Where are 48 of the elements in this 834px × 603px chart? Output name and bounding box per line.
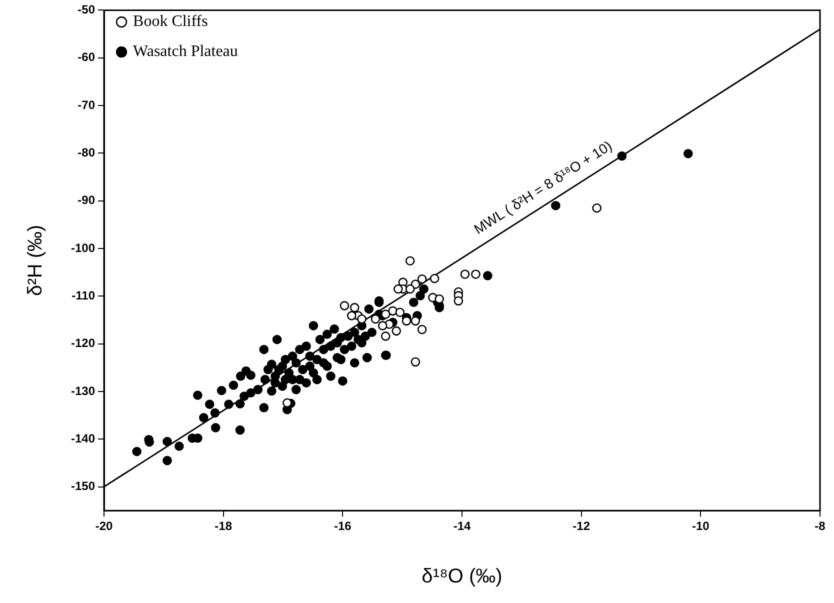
point (282, 398, 292, 408)
y-tick-label: -130 (70, 384, 96, 398)
y-tick-label: -60 (78, 50, 96, 64)
y-tick-label: -80 (78, 145, 96, 160)
point (394, 284, 403, 294)
x-tick-label: -8 (814, 519, 826, 534)
y-tick-label: -90 (78, 193, 96, 208)
point (392, 326, 402, 336)
x-tick-label: -14 (453, 519, 472, 534)
y-tick-label: -120 (70, 336, 96, 350)
y-tick-label: -70 (78, 98, 96, 112)
point (380, 332, 390, 341)
x-tick-label: -10 (692, 519, 710, 534)
y-tick-label: -50 (78, 2, 96, 17)
point (434, 294, 444, 304)
point (592, 203, 602, 213)
x-tick-label: -20 (95, 519, 114, 534)
point (410, 316, 420, 326)
point (357, 314, 366, 324)
point (340, 301, 350, 310)
y-tick-label: -140 (70, 431, 96, 446)
point (350, 302, 360, 312)
point (417, 324, 427, 334)
x-tick-label: -12 (572, 519, 590, 534)
legend-label: Wasatch Plateau (133, 43, 238, 60)
point (471, 270, 480, 279)
point (410, 357, 420, 367)
legend-label: Book Cliffs (133, 13, 208, 30)
y-axis-title: δ²H (‰) (24, 224, 47, 296)
point (395, 308, 405, 317)
point (346, 311, 356, 320)
point (417, 274, 427, 284)
point (454, 296, 464, 306)
point (460, 270, 470, 279)
x-axis-title: δ¹⁸O (‰) (422, 566, 502, 588)
point (402, 316, 412, 326)
point (405, 256, 415, 266)
y-tick-label: -150 (70, 479, 96, 494)
point (380, 310, 390, 319)
y-tick-label: -100 (70, 240, 96, 255)
x-tick-label: -18 (214, 519, 232, 534)
y-tick-label: -110 (72, 288, 96, 302)
annotation: MWL ( δ²H = 8 δ¹⁸O + 10) (470, 137, 615, 238)
point (378, 321, 388, 330)
x-tick-label: -16 (334, 519, 352, 534)
point (370, 314, 380, 324)
point (430, 274, 440, 284)
point (405, 284, 415, 294)
